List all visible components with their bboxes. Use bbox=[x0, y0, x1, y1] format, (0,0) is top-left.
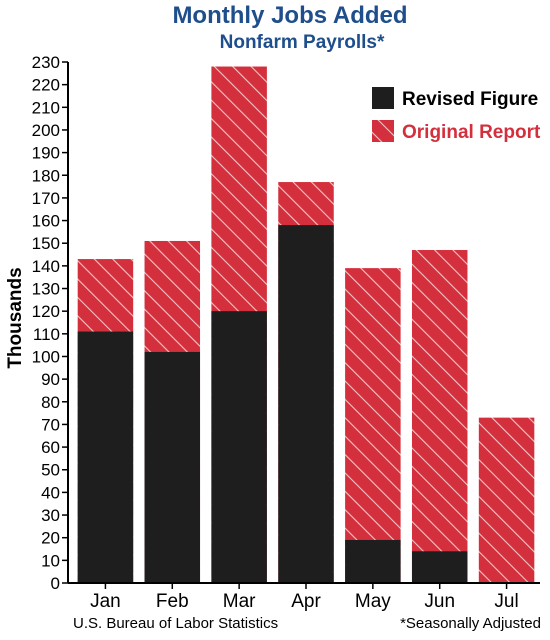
y-tick-label: 70 bbox=[41, 415, 60, 434]
bar-revised-jan bbox=[77, 331, 134, 583]
y-tick-label: 110 bbox=[33, 325, 60, 344]
y-tick-label: 220 bbox=[32, 76, 60, 95]
y-tick-label: 90 bbox=[41, 370, 60, 389]
source-note: U.S. Bureau of Labor Statistics bbox=[73, 615, 278, 632]
bar-original-jul bbox=[478, 417, 535, 583]
bar-original-may bbox=[345, 268, 401, 583]
y-tick-label: 170 bbox=[32, 189, 60, 208]
y-tick-label: 140 bbox=[32, 257, 60, 276]
legend-swatch-original bbox=[372, 120, 394, 142]
y-tick-label: 230 bbox=[32, 53, 60, 72]
y-tick-label: 130 bbox=[32, 280, 60, 299]
y-tick-label: 0 bbox=[51, 574, 60, 593]
legend: Revised Figure Original Report bbox=[372, 87, 541, 143]
legend-label-original: Original Report bbox=[402, 122, 541, 143]
y-tick-label: 190 bbox=[32, 144, 60, 163]
y-tick-label: 50 bbox=[41, 461, 60, 480]
x-tick-label-may: May bbox=[355, 591, 391, 612]
bar-revised-may bbox=[345, 539, 401, 583]
bar-revised-jun bbox=[411, 551, 468, 583]
x-tick-label-jan: Jan bbox=[90, 591, 121, 612]
y-tick-label: 10 bbox=[41, 551, 60, 570]
y-axis-label: Thousands bbox=[5, 267, 26, 368]
y-tick-label: 100 bbox=[32, 347, 60, 366]
y-tick-label: 210 bbox=[32, 98, 60, 117]
chart-title: Monthly Jobs Added bbox=[172, 2, 407, 29]
y-tick-label: 20 bbox=[41, 529, 60, 548]
y-tick-label: 200 bbox=[32, 121, 60, 140]
x-tick-label-feb: Feb bbox=[156, 591, 189, 612]
y-tick-label: 150 bbox=[32, 234, 60, 253]
legend-swatch-revised bbox=[372, 87, 394, 109]
legend-label-revised: Revised Figure bbox=[402, 89, 538, 110]
x-tick-label-apr: Apr bbox=[291, 591, 321, 612]
x-tick-label-jul: Jul bbox=[494, 591, 518, 612]
chart-subtitle: Nonfarm Payrolls* bbox=[220, 32, 385, 53]
y-tick-label: 80 bbox=[41, 393, 60, 412]
bar-revised-feb bbox=[144, 351, 201, 583]
x-tick-label-jun: Jun bbox=[424, 591, 455, 612]
bar-original-jun bbox=[411, 250, 468, 583]
bar-revised-apr bbox=[278, 225, 334, 584]
bar-revised-mar bbox=[211, 311, 267, 583]
y-tick-label: 180 bbox=[32, 166, 60, 185]
y-tick-label: 120 bbox=[32, 302, 60, 321]
y-tick-label: 160 bbox=[32, 212, 60, 231]
adjustment-note: *Seasonally Adjusted bbox=[400, 615, 541, 632]
y-tick-label: 60 bbox=[41, 438, 60, 457]
y-tick-label: 40 bbox=[41, 483, 60, 502]
x-tick-label-mar: Mar bbox=[223, 591, 256, 612]
y-tick-label: 30 bbox=[41, 506, 60, 525]
